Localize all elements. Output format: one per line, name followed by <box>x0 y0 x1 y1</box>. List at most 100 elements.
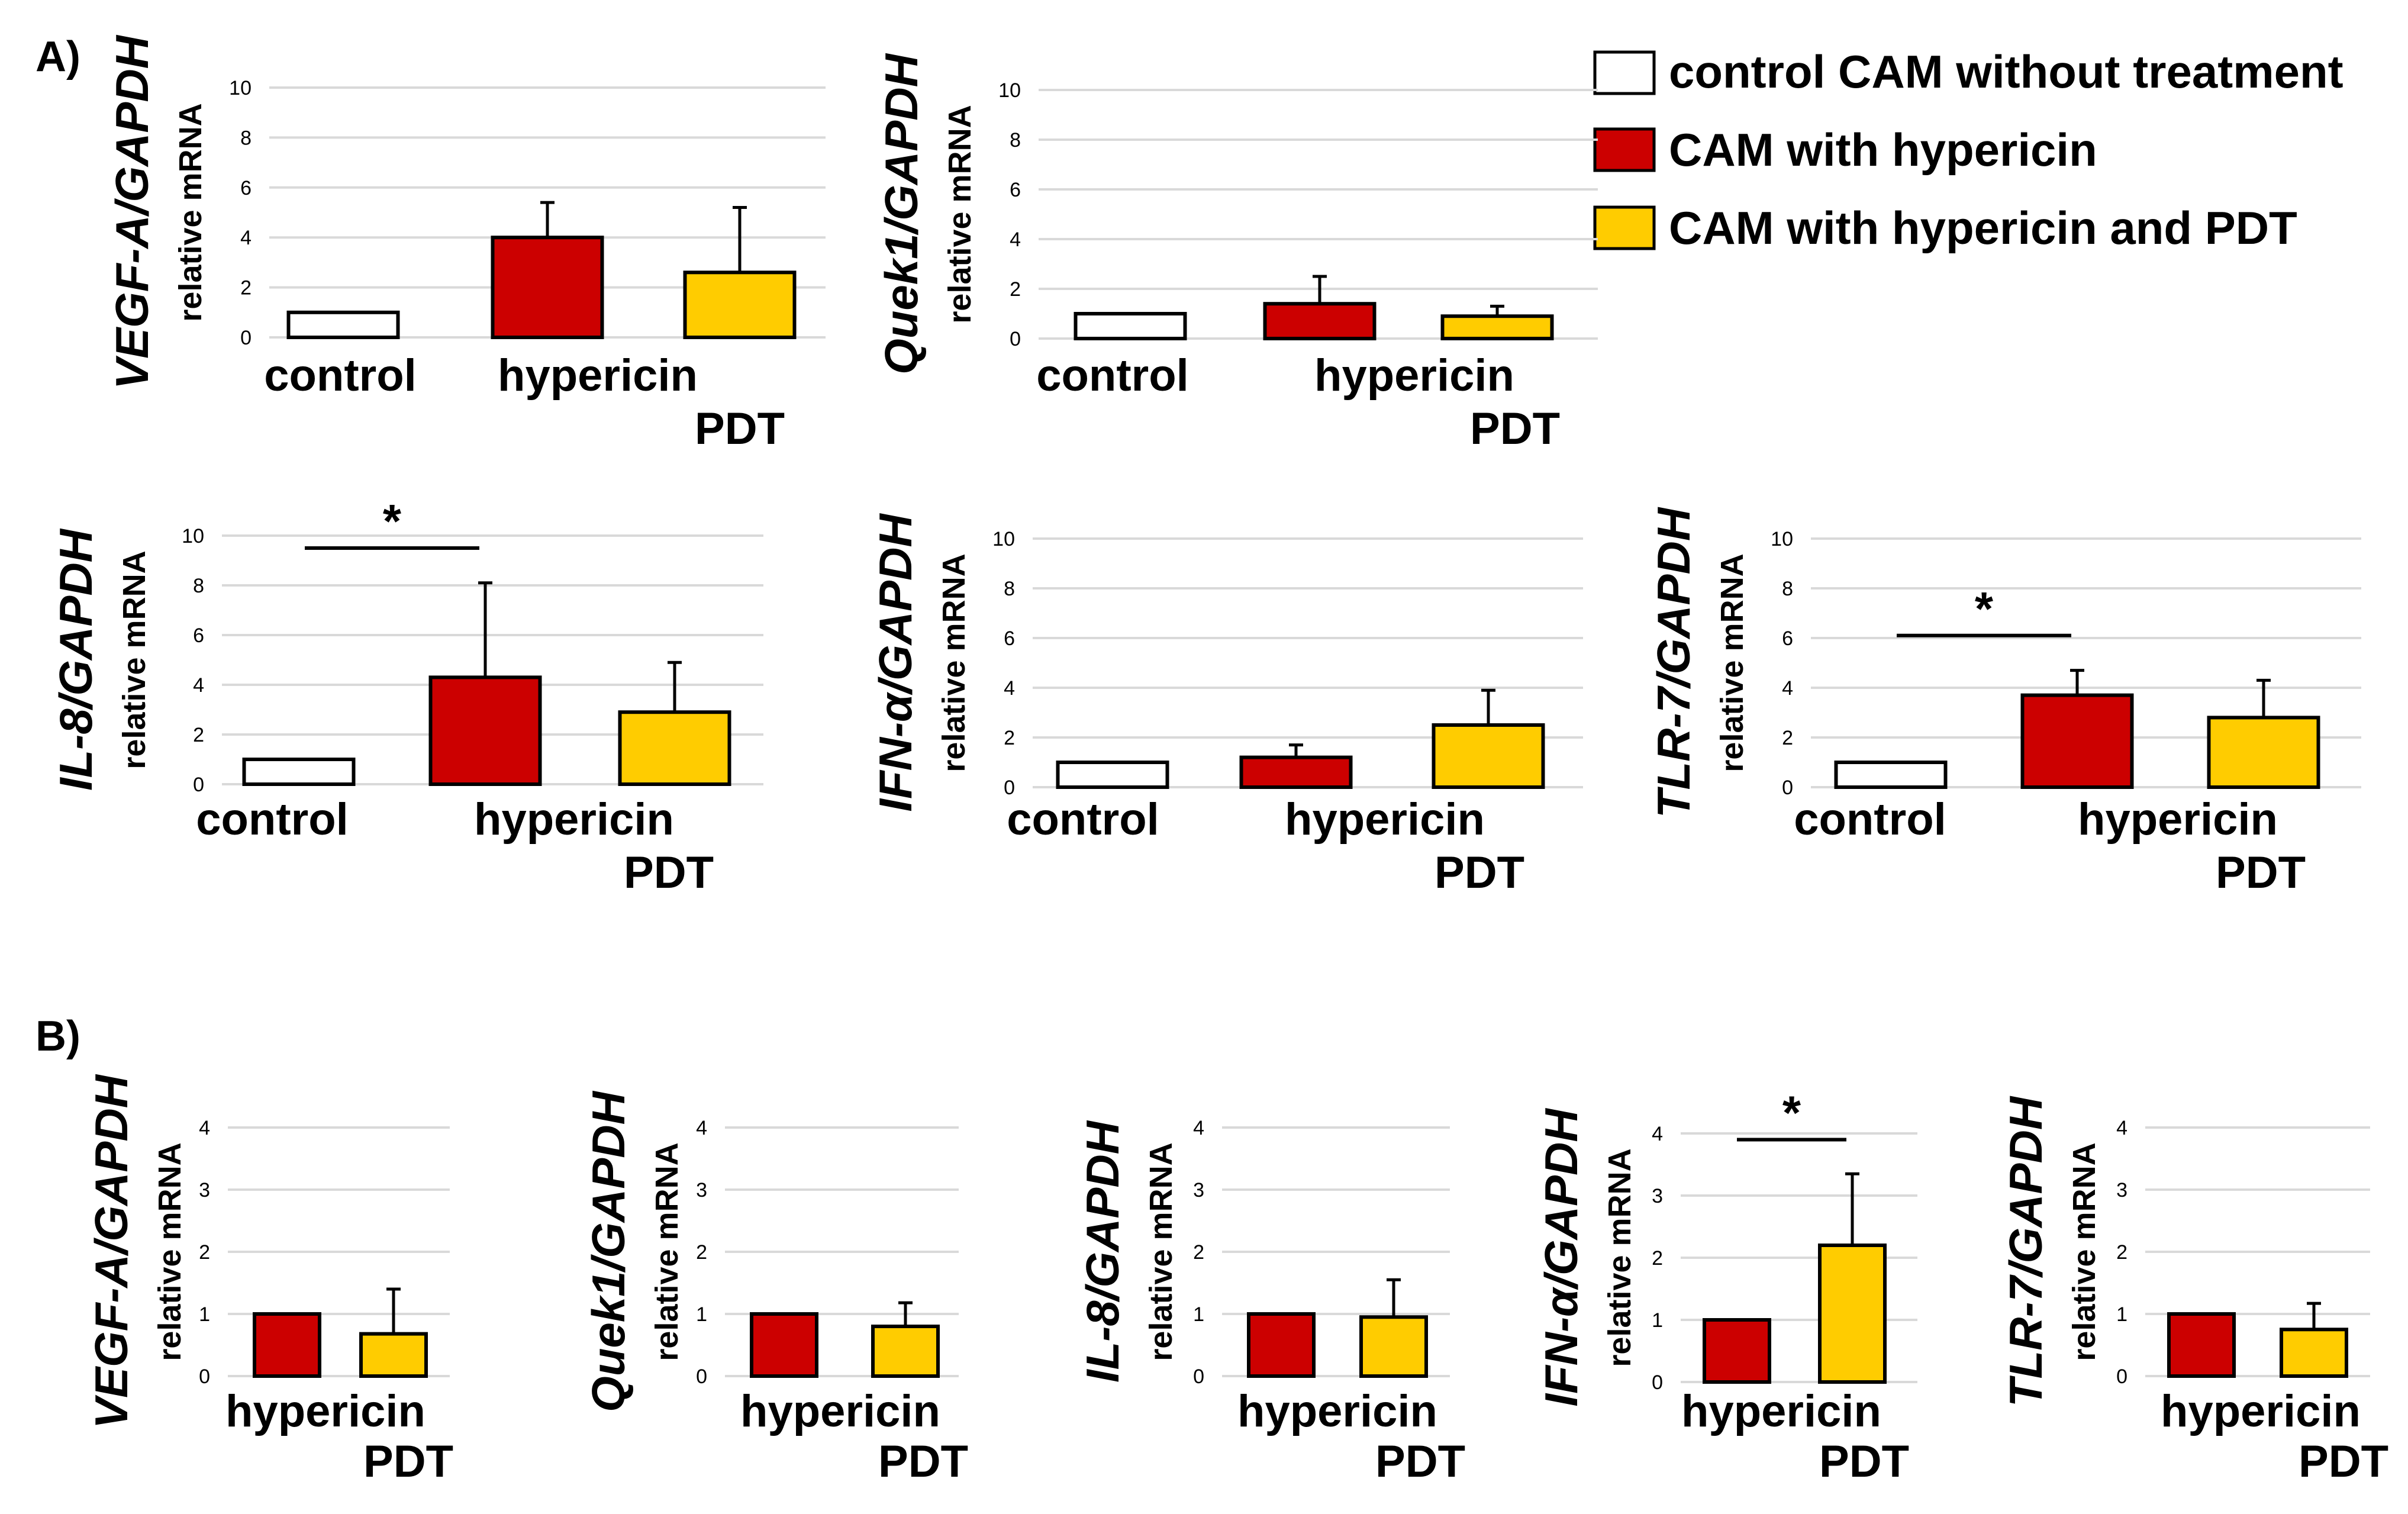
category-label-pdt: PDT <box>624 848 714 898</box>
bar-hypericin <box>1263 302 1377 341</box>
y-axis-gene-label: IL-8/GAPDH <box>1076 1120 1129 1383</box>
y-tick-label: 10 <box>229 77 252 99</box>
y-axis-label: relative mRNA <box>936 553 972 772</box>
category-label-control: control <box>1036 350 1189 401</box>
y-tick-label: 4 <box>2116 1117 2127 1139</box>
y-tick-label: 3 <box>2116 1179 2127 1201</box>
bar-hypericin <box>491 236 604 340</box>
y-axis-label: relative mRNA <box>1714 553 1750 772</box>
bar-pdt <box>871 1325 940 1378</box>
bar-hypericin <box>1239 755 1353 789</box>
y-axis-gene-label: Quek1/GAPDH <box>875 53 927 374</box>
y-tick-label: 2 <box>1782 727 1793 749</box>
y-tick-label: 2 <box>193 724 204 746</box>
bar-control <box>286 310 400 339</box>
y-tick-label: 4 <box>696 1117 707 1139</box>
y-tick-label: 10 <box>992 528 1015 550</box>
y-tick-label: 2 <box>1193 1241 1204 1264</box>
category-label-pdt: PDT <box>1375 1436 1465 1487</box>
chart-a5: 0 2 4 6 8 10 TLR-7/GAPDH relative mRNA control hy… <box>1648 507 2361 898</box>
y-tick-label: 3 <box>1193 1179 1204 1201</box>
chart-a2: 0 2 4 6 8 10 Quek1/GAPDH relative mRNA control hy… <box>875 53 1598 454</box>
category-label-hypericin: hypericin <box>2161 1386 2361 1436</box>
category-label-pdt: PDT <box>363 1436 453 1487</box>
y-axis-label: relative mRNA <box>1143 1142 1179 1361</box>
significance-mark: * <box>1975 582 1994 635</box>
y-tick-label: 1 <box>1193 1303 1204 1326</box>
chart-b2: 0 1 2 3 4 Quek1/GAPDH relative mRNA hypericinPD… <box>582 1090 968 1487</box>
y-tick-label: 0 <box>696 1365 707 1388</box>
category-label-pdt: PDT <box>695 404 785 454</box>
y-tick-label: 2 <box>1010 278 1021 301</box>
bar-hypericin <box>2020 693 2134 789</box>
chart-b1: 0 1 2 3 4 VEGF-A/GAPDH relative mRNA hypericinP… <box>85 1074 453 1487</box>
y-axis-gene-label: IFN-α/GAPDH <box>1535 1108 1587 1407</box>
category-label-pdt: PDT <box>2299 1436 2388 1487</box>
bar-pdt <box>1359 1315 1428 1378</box>
y-tick-label: 0 <box>1782 777 1793 799</box>
chart-a1: 0 2 4 6 8 10 VEGF-A/GAPDH relative mRNA control h… <box>106 34 826 454</box>
y-tick-label: 0 <box>1652 1371 1663 1394</box>
chart-b4: 0 1 2 3 4 IFN-α/GAPDH relative mRNA hypericinPD… <box>1535 1087 1917 1487</box>
y-axis-gene-label: Quek1/GAPDH <box>582 1090 634 1412</box>
bar-control <box>1074 312 1187 340</box>
y-tick-label: 2 <box>1004 727 1015 749</box>
category-label-hypericin: hypericin <box>1681 1386 1881 1436</box>
bar-pdt <box>359 1332 428 1378</box>
category-label-hypericin: hypericin <box>498 350 698 401</box>
legend-swatch-control <box>1593 50 1656 95</box>
y-axis-label: relative mRNA <box>152 1142 188 1361</box>
y-axis-label: relative mRNA <box>942 105 978 323</box>
bar-pdt <box>2280 1328 2348 1378</box>
bar-control <box>1834 761 1948 789</box>
legend-swatch-pdt <box>1593 205 1656 250</box>
panel-label-a: A) <box>36 33 80 80</box>
y-tick-label: 1 <box>199 1303 210 1326</box>
y-axis-gene-label: IFN-α/GAPDH <box>869 513 921 812</box>
significance-mark: * <box>1782 1087 1801 1139</box>
y-tick-label: 8 <box>193 575 204 597</box>
bar-pdt <box>618 710 731 786</box>
bar-pdt <box>683 270 797 339</box>
y-tick-label: 6 <box>1782 627 1793 650</box>
y-tick-label: 3 <box>696 1179 707 1201</box>
y-axis-label: relative mRNA <box>1602 1148 1637 1367</box>
category-label-control: control <box>1007 794 1159 845</box>
y-axis-gene-label: VEGF-A/GAPDH <box>106 34 158 389</box>
y-tick-label: 6 <box>240 177 252 199</box>
y-tick-label: 4 <box>1004 677 1015 700</box>
bar-hypericin <box>1703 1318 1771 1384</box>
category-label-pdt: PDT <box>1470 404 1560 454</box>
category-label-control: control <box>196 794 349 845</box>
legend: control CAM without treatment CAM with h… <box>1593 46 2343 254</box>
significance-mark: * <box>383 495 402 547</box>
y-tick-label: 4 <box>1010 228 1021 251</box>
bar-hypericin <box>1247 1312 1316 1378</box>
category-label-hypericin: hypericin <box>1314 350 1514 401</box>
category-label-hypericin: hypericin <box>2078 794 2278 845</box>
y-tick-label: 8 <box>1782 578 1793 600</box>
y-tick-label: 10 <box>998 79 1021 102</box>
y-tick-label: 8 <box>240 127 252 149</box>
bar-pdt <box>1818 1244 1887 1384</box>
y-axis-gene-label: TLR-7/GAPDH <box>1648 507 1700 818</box>
category-label-control: control <box>1794 794 1946 845</box>
bar-hypericin <box>750 1312 818 1378</box>
y-axis-label: relative mRNA <box>117 550 152 769</box>
bar-pdt <box>1432 723 1545 789</box>
y-tick-label: 0 <box>199 1365 210 1388</box>
category-label-pdt: PDT <box>1819 1436 1909 1487</box>
chart-a3: 0 2 4 6 8 10 IL-8/GAPDH relative mRNA control hyp… <box>50 495 763 898</box>
category-label-pdt: PDT <box>878 1436 968 1487</box>
y-tick-label: 10 <box>182 525 204 547</box>
y-tick-label: 2 <box>199 1241 210 1264</box>
y-tick-label: 2 <box>1652 1247 1663 1270</box>
category-label-hypericin: hypericin <box>225 1386 425 1436</box>
y-tick-label: 6 <box>1010 179 1021 201</box>
panel-label-b: B) <box>36 1013 80 1060</box>
y-tick-label: 0 <box>1193 1365 1204 1388</box>
y-tick-label: 0 <box>193 774 204 796</box>
y-tick-label: 0 <box>1004 777 1015 799</box>
